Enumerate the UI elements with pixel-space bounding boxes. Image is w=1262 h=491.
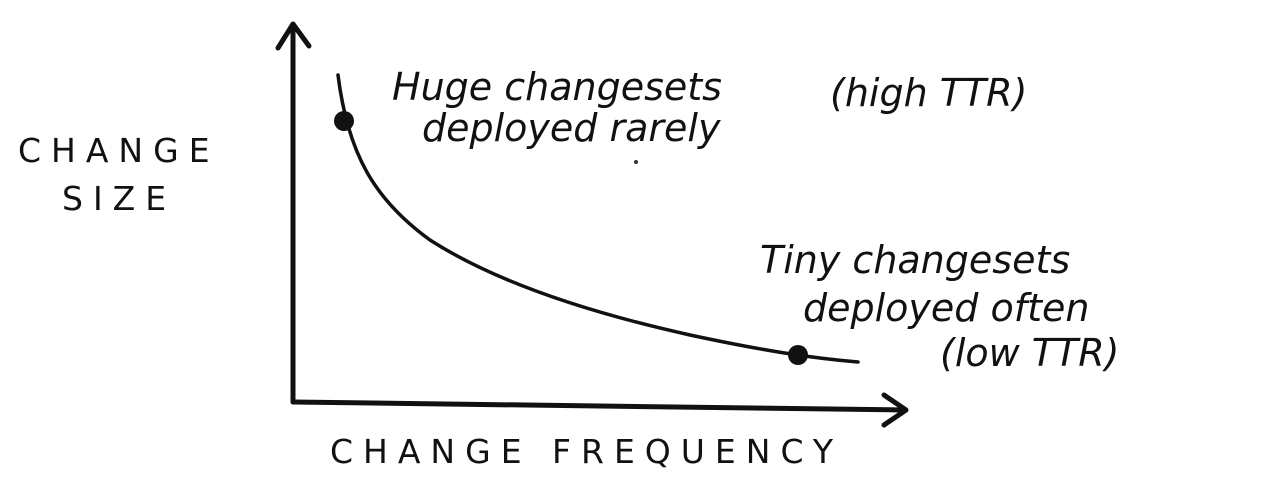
- x-axis-arrowhead: [881, 392, 909, 428]
- x-axis-label: CHANGE FREQUENCY: [330, 432, 843, 471]
- stray-ink-dot: [634, 160, 638, 164]
- annotation-huge-line1: Huge changesets: [392, 65, 722, 109]
- tradeoff-curve: [336, 73, 860, 364]
- annotation-huge-suffix: (high TTR): [830, 71, 1027, 115]
- x-axis-line: [290, 399, 908, 413]
- point-tiny-changesets: [788, 345, 808, 365]
- y-axis-arrowhead: [275, 21, 312, 51]
- annotation-huge-line2: deployed rarely: [422, 106, 721, 150]
- y-axis-label-line1: CHANGE: [18, 131, 220, 170]
- y-axis-label-line2: SIZE: [62, 179, 176, 218]
- annotation-tiny-line3: (low TTR): [940, 331, 1119, 375]
- annotation-tiny-line2: deployed often: [803, 286, 1089, 330]
- point-huge-changesets: [334, 111, 354, 131]
- annotation-tiny-line1: Tiny changesets: [760, 238, 1070, 282]
